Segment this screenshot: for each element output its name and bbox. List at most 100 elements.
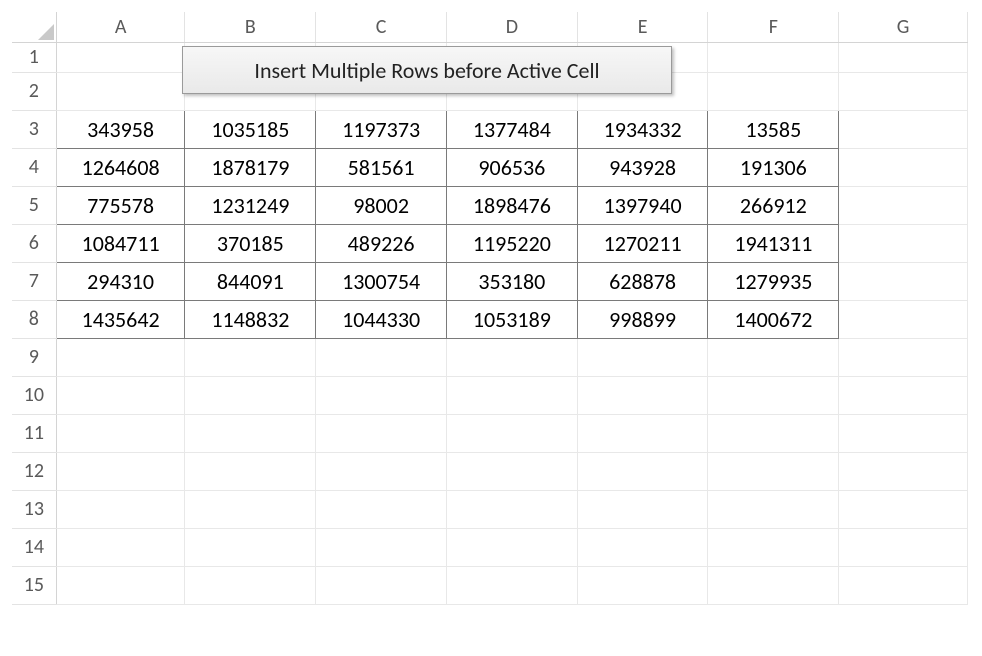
cell-A2[interactable] <box>56 72 185 110</box>
cell-C5[interactable]: 98002 <box>316 186 447 224</box>
cell-E5[interactable]: 1397940 <box>577 186 708 224</box>
cell-F2[interactable] <box>708 72 839 110</box>
col-head-E[interactable]: E <box>577 12 708 42</box>
cell-A10[interactable] <box>56 376 185 414</box>
insert-multiple-rows-button[interactable]: Insert Multiple Rows before Active Cell <box>182 46 672 94</box>
col-head-G[interactable]: G <box>839 12 968 42</box>
cell-B4[interactable]: 1878179 <box>185 148 316 186</box>
cell-C4[interactable]: 581561 <box>316 148 447 186</box>
cell-F7[interactable]: 1279935 <box>708 262 839 300</box>
cell-D14[interactable] <box>446 528 577 566</box>
row-head-8[interactable]: 8 <box>12 300 56 338</box>
cell-D15[interactable] <box>446 566 577 604</box>
cell-G12[interactable] <box>839 452 968 490</box>
row-head-3[interactable]: 3 <box>12 110 56 148</box>
cell-A1[interactable] <box>56 42 185 72</box>
cell-E12[interactable] <box>577 452 708 490</box>
cell-E8[interactable]: 998899 <box>577 300 708 338</box>
cell-E10[interactable] <box>577 376 708 414</box>
row-head-9[interactable]: 9 <box>12 338 56 376</box>
col-head-F[interactable]: F <box>708 12 839 42</box>
cell-E3[interactable]: 1934332 <box>577 110 708 148</box>
cell-C8[interactable]: 1044330 <box>316 300 447 338</box>
cell-G4[interactable] <box>839 148 968 186</box>
cell-B8[interactable]: 1148832 <box>185 300 316 338</box>
cell-A11[interactable] <box>56 414 185 452</box>
cell-A4[interactable]: 1264608 <box>56 148 185 186</box>
cell-D13[interactable] <box>446 490 577 528</box>
cell-F1[interactable] <box>708 42 839 72</box>
cell-D12[interactable] <box>446 452 577 490</box>
cell-G13[interactable] <box>839 490 968 528</box>
cell-D4[interactable]: 906536 <box>446 148 577 186</box>
col-head-C[interactable]: C <box>316 12 447 42</box>
cell-G3[interactable] <box>839 110 968 148</box>
row-head-14[interactable]: 14 <box>12 528 56 566</box>
cell-D3[interactable]: 1377484 <box>446 110 577 148</box>
cell-F5[interactable]: 266912 <box>708 186 839 224</box>
cell-D10[interactable] <box>446 376 577 414</box>
cell-G11[interactable] <box>839 414 968 452</box>
cell-C13[interactable] <box>316 490 447 528</box>
cell-G5[interactable] <box>839 186 968 224</box>
cell-C6[interactable]: 489226 <box>316 224 447 262</box>
cell-C12[interactable] <box>316 452 447 490</box>
cell-A7[interactable]: 294310 <box>56 262 185 300</box>
cell-D7[interactable]: 353180 <box>446 262 577 300</box>
col-head-B[interactable]: B <box>185 12 316 42</box>
select-all-corner[interactable] <box>12 12 56 42</box>
row-head-2[interactable]: 2 <box>12 72 56 110</box>
cell-A15[interactable] <box>56 566 185 604</box>
row-head-15[interactable]: 15 <box>12 566 56 604</box>
cell-D6[interactable]: 1195220 <box>446 224 577 262</box>
cell-F13[interactable] <box>708 490 839 528</box>
cell-A13[interactable] <box>56 490 185 528</box>
cell-E14[interactable] <box>577 528 708 566</box>
cell-G6[interactable] <box>839 224 968 262</box>
cell-C10[interactable] <box>316 376 447 414</box>
cell-G9[interactable] <box>839 338 968 376</box>
cell-E7[interactable]: 628878 <box>577 262 708 300</box>
cell-B9[interactable] <box>185 338 316 376</box>
cell-B12[interactable] <box>185 452 316 490</box>
cell-A6[interactable]: 1084711 <box>56 224 185 262</box>
cell-B14[interactable] <box>185 528 316 566</box>
cell-A9[interactable] <box>56 338 185 376</box>
cell-B15[interactable] <box>185 566 316 604</box>
cell-F3[interactable]: 13585 <box>708 110 839 148</box>
cell-E15[interactable] <box>577 566 708 604</box>
cell-C9[interactable] <box>316 338 447 376</box>
cell-C15[interactable] <box>316 566 447 604</box>
cell-F8[interactable]: 1400672 <box>708 300 839 338</box>
cell-F10[interactable] <box>708 376 839 414</box>
cell-F14[interactable] <box>708 528 839 566</box>
row-head-4[interactable]: 4 <box>12 148 56 186</box>
cell-A3[interactable]: 343958 <box>56 110 185 148</box>
row-head-7[interactable]: 7 <box>12 262 56 300</box>
cell-F4[interactable]: 191306 <box>708 148 839 186</box>
cell-A5[interactable]: 775578 <box>56 186 185 224</box>
cell-B5[interactable]: 1231249 <box>185 186 316 224</box>
cell-G8[interactable] <box>839 300 968 338</box>
cell-B3[interactable]: 1035185 <box>185 110 316 148</box>
cell-F9[interactable] <box>708 338 839 376</box>
cell-C11[interactable] <box>316 414 447 452</box>
cell-C3[interactable]: 1197373 <box>316 110 447 148</box>
cell-F11[interactable] <box>708 414 839 452</box>
cell-D9[interactable] <box>446 338 577 376</box>
row-head-6[interactable]: 6 <box>12 224 56 262</box>
cell-E13[interactable] <box>577 490 708 528</box>
row-head-5[interactable]: 5 <box>12 186 56 224</box>
cell-A14[interactable] <box>56 528 185 566</box>
cell-G14[interactable] <box>839 528 968 566</box>
cell-D8[interactable]: 1053189 <box>446 300 577 338</box>
cell-G10[interactable] <box>839 376 968 414</box>
cell-E9[interactable] <box>577 338 708 376</box>
cell-B7[interactable]: 844091 <box>185 262 316 300</box>
cell-E6[interactable]: 1270211 <box>577 224 708 262</box>
cell-F15[interactable] <box>708 566 839 604</box>
row-head-1[interactable]: 1 <box>12 42 56 72</box>
cell-B6[interactable]: 370185 <box>185 224 316 262</box>
cell-D5[interactable]: 1898476 <box>446 186 577 224</box>
cell-A12[interactable] <box>56 452 185 490</box>
